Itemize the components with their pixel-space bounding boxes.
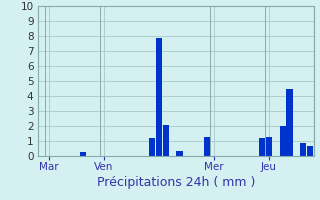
Bar — [156, 38, 162, 156]
Bar — [307, 146, 313, 156]
Bar — [286, 88, 292, 156]
Bar — [300, 142, 306, 156]
Bar — [163, 124, 169, 156]
Bar — [204, 137, 210, 156]
X-axis label: Précipitations 24h ( mm ): Précipitations 24h ( mm ) — [97, 176, 255, 189]
Bar — [80, 152, 86, 156]
Bar — [259, 138, 265, 156]
Bar — [266, 137, 272, 156]
Bar — [176, 151, 182, 156]
Bar — [280, 126, 286, 156]
Bar — [149, 138, 155, 156]
